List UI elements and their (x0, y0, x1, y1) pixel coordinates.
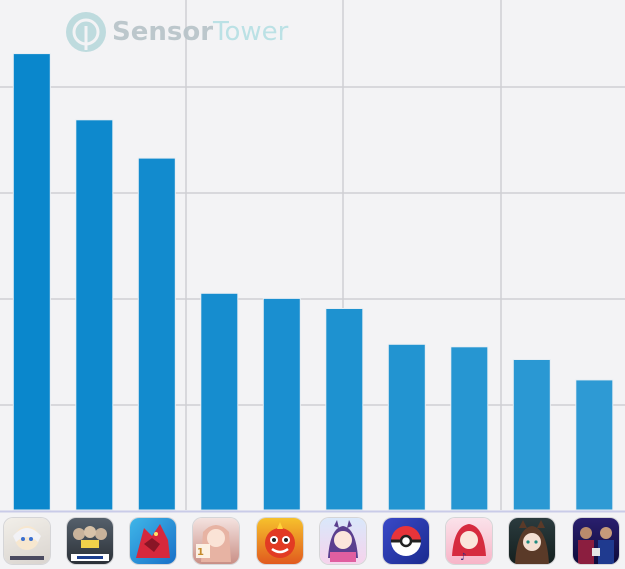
bar-10 (575, 379, 614, 511)
bar-chart (0, 0, 625, 513)
watermark-brand-sensor: Sensor (112, 17, 214, 47)
bar-6 (325, 308, 364, 511)
bar-8 (450, 346, 489, 511)
baseball-icon (67, 518, 113, 564)
sensortower-logo-icon (66, 12, 106, 52)
dragon-icon (130, 518, 176, 564)
bar-5 (262, 297, 301, 511)
bar-9 (512, 359, 551, 511)
bar-3 (137, 157, 176, 511)
horse-girl-icon (320, 518, 366, 564)
bar-4 (200, 292, 239, 511)
svg-text:1: 1 (197, 547, 204, 558)
bar-1 (12, 53, 51, 511)
watermark-brand-tower: Tower (213, 17, 289, 47)
app-icon-row: 1 (0, 513, 625, 569)
bar-2 (75, 119, 114, 511)
genshin-icon (4, 518, 50, 564)
idol-icon: 1 (193, 518, 239, 564)
arknights-icon (509, 518, 555, 564)
svg-text:♪: ♪ (460, 552, 466, 563)
monster-icon (257, 518, 303, 564)
bar-7 (387, 343, 426, 511)
pokeball-icon (383, 518, 429, 564)
soccer-icon (573, 518, 619, 564)
music-icon: ♪ (446, 518, 492, 564)
sensortower-watermark: Sensor Tower (64, 10, 288, 54)
